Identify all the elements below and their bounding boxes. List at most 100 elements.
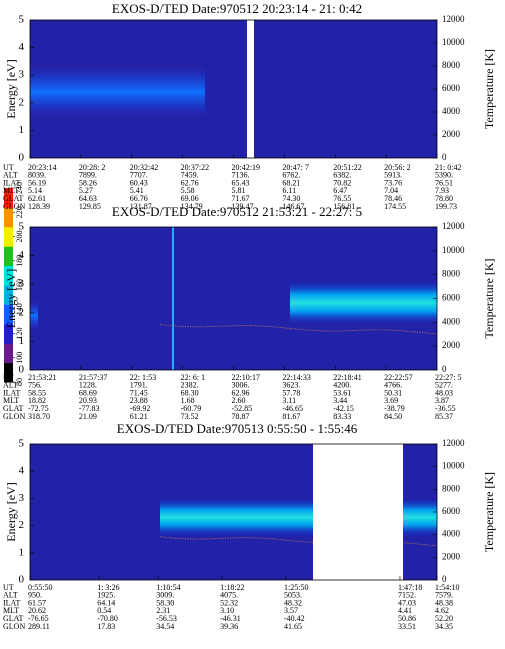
ephemeris-value: 69.06 bbox=[181, 194, 199, 203]
ephemeris-value: 68.21 bbox=[282, 178, 300, 187]
y-tick-label: 2 bbox=[19, 306, 25, 318]
y-tick-label: 0 bbox=[19, 152, 25, 164]
ephemeris-label: ILAT bbox=[3, 388, 20, 397]
ephemeris-value: 81.67 bbox=[282, 412, 300, 421]
colorbar-tick-label: 100 bbox=[15, 352, 24, 364]
y2-tick-label: 2000 bbox=[442, 551, 461, 561]
ephemeris-value: 7136. bbox=[232, 171, 250, 180]
chart-title: EXOS-D/TED Date:970512 20:23:14 - 21: 0:… bbox=[112, 1, 362, 16]
panel: EXOS-D/TED Date:970512 20:23:14 - 21: 0:… bbox=[3, 1, 496, 211]
y2-axis-label: Temperature [K] bbox=[482, 472, 496, 552]
ephemeris-value: 5390. bbox=[435, 171, 453, 180]
ephemeris-value: 6.11 bbox=[282, 186, 296, 195]
ephemeris-value: -70.80 bbox=[97, 614, 118, 623]
y2-tick-label: 0 bbox=[442, 152, 447, 162]
ephemeris-value: 0:55:50 bbox=[28, 583, 52, 592]
ephemeris-label: UT bbox=[3, 373, 14, 382]
y-tick-label: 0 bbox=[19, 364, 25, 376]
ephemeris-value: 48.03 bbox=[435, 388, 453, 397]
ephemeris-value: 17.83 bbox=[97, 622, 115, 631]
ephemeris-value: 58.55 bbox=[28, 388, 46, 397]
y2-tick-label: 8000 bbox=[442, 269, 461, 279]
ephemeris-value: 1:18:22 bbox=[220, 583, 244, 592]
ephemeris-value: 3623. bbox=[282, 381, 300, 390]
y-tick-label: 4 bbox=[19, 41, 25, 53]
ephemeris-value: 50.86 bbox=[398, 614, 416, 623]
ephemeris-value: 5.81 bbox=[232, 186, 246, 195]
ephemeris-value: 20:51:22 bbox=[333, 163, 361, 172]
y2-tick-label: 10000 bbox=[442, 461, 465, 471]
y2-tick-label: 6000 bbox=[442, 506, 461, 516]
ephemeris-value: 3.10 bbox=[220, 606, 234, 615]
ephemeris-value: 20:56: 2 bbox=[384, 163, 410, 172]
ephemeris-value: 74.30 bbox=[282, 194, 300, 203]
ephemeris-value: 21: 0:42 bbox=[435, 163, 461, 172]
ephemeris-value: -38.79 bbox=[384, 404, 405, 413]
y2-tick-label: 12000 bbox=[442, 14, 465, 24]
ephemeris-value: 1:47:18 bbox=[398, 583, 422, 592]
colorbar-tick-label: 160 bbox=[15, 279, 24, 291]
ephemeris-label: GLAT bbox=[3, 194, 24, 203]
ephemeris-value: 22:22:57 bbox=[384, 373, 412, 382]
ephemeris-value: 22:18:41 bbox=[333, 373, 361, 382]
ephemeris-value: 7.04 bbox=[384, 186, 398, 195]
ephemeris-value: 18.82 bbox=[28, 396, 46, 405]
y-tick-label: 3 bbox=[19, 278, 25, 290]
ephemeris-value: 174.55 bbox=[384, 202, 406, 211]
ephemeris-value: 22:27: 5 bbox=[435, 373, 461, 382]
y2-tick-label: 10000 bbox=[442, 37, 465, 47]
ephemeris-value: 58.26 bbox=[79, 178, 97, 187]
ephemeris-label: GLAT bbox=[3, 614, 24, 623]
colorbar-segment bbox=[4, 285, 13, 305]
ephemeris-value: -77.83 bbox=[79, 404, 100, 413]
ephemeris-value: 3.44 bbox=[333, 396, 347, 405]
chart-title: EXOS-D/TED Date:970513 0:55:50 - 1:55:46 bbox=[117, 421, 358, 436]
ephemeris-value: 5277. bbox=[435, 381, 453, 390]
ephemeris-value: 4200. bbox=[333, 381, 351, 390]
panel: EXOS-D/TED Date:970513 0:55:50 - 1:55:46… bbox=[3, 421, 496, 631]
colorbar-tick-label: 140 bbox=[15, 303, 24, 315]
ephemeris-value: 950. bbox=[28, 591, 42, 600]
ephemeris-label: GLON bbox=[3, 202, 25, 211]
ephemeris-label: ALT bbox=[3, 381, 18, 390]
ephemeris-value: 7.93 bbox=[435, 186, 449, 195]
ephemeris-value: 5.27 bbox=[79, 186, 93, 195]
colorbar-tick-label: 180 bbox=[15, 255, 24, 267]
ephemeris-value: 60.43 bbox=[130, 178, 148, 187]
ephemeris-value: 318.70 bbox=[28, 412, 50, 421]
y-axis-label: Energy [eV] bbox=[4, 269, 18, 328]
ephemeris-value: 1925. bbox=[97, 591, 115, 600]
ephemeris-value: 21:53:21 bbox=[28, 373, 56, 382]
y-tick-label: 0 bbox=[19, 574, 25, 586]
y-tick-label: 3 bbox=[19, 492, 25, 504]
ephemeris-value: 199.73 bbox=[435, 202, 457, 211]
ephemeris-value: 6.47 bbox=[333, 186, 347, 195]
ephemeris-value: 70.82 bbox=[333, 178, 351, 187]
spectrogram-band bbox=[30, 66, 205, 117]
ephemeris-value: 4.62 bbox=[435, 606, 449, 615]
ephemeris-value: 33.51 bbox=[398, 622, 416, 631]
ephemeris-value: 5913. bbox=[384, 171, 402, 180]
ephemeris-label: ILAT bbox=[3, 178, 20, 187]
ephemeris-value: 7152. bbox=[398, 591, 416, 600]
ephemeris-label: MLT bbox=[3, 396, 19, 405]
y2-axis-label: Temperature [K] bbox=[482, 258, 496, 338]
ephemeris-value: -76.65 bbox=[28, 614, 49, 623]
ephemeris-value: 4.41 bbox=[398, 606, 412, 615]
ephemeris-value: -52.85 bbox=[232, 404, 253, 413]
ephemeris-value: 48.38 bbox=[435, 598, 453, 607]
ephemeris-value: 73.52 bbox=[181, 412, 199, 421]
ephemeris-value: 20:47: 7 bbox=[282, 163, 308, 172]
y-tick-label: 5 bbox=[19, 221, 25, 233]
ephemeris-value: 56.19 bbox=[28, 178, 46, 187]
spectrogram-band bbox=[403, 498, 437, 537]
y2-tick-label: 0 bbox=[442, 364, 447, 374]
y2-tick-label: 2000 bbox=[442, 340, 461, 350]
ephemeris-label: MLT bbox=[3, 606, 19, 615]
ephemeris-value: 7707. bbox=[130, 171, 148, 180]
y-tick-label: 5 bbox=[19, 14, 25, 26]
ephemeris-value: 57.78 bbox=[282, 388, 300, 397]
ephemeris-value: 4075. bbox=[220, 591, 238, 600]
ephemeris-value: 20:37:22 bbox=[181, 163, 209, 172]
ephemeris-value: 48.32 bbox=[284, 598, 302, 607]
